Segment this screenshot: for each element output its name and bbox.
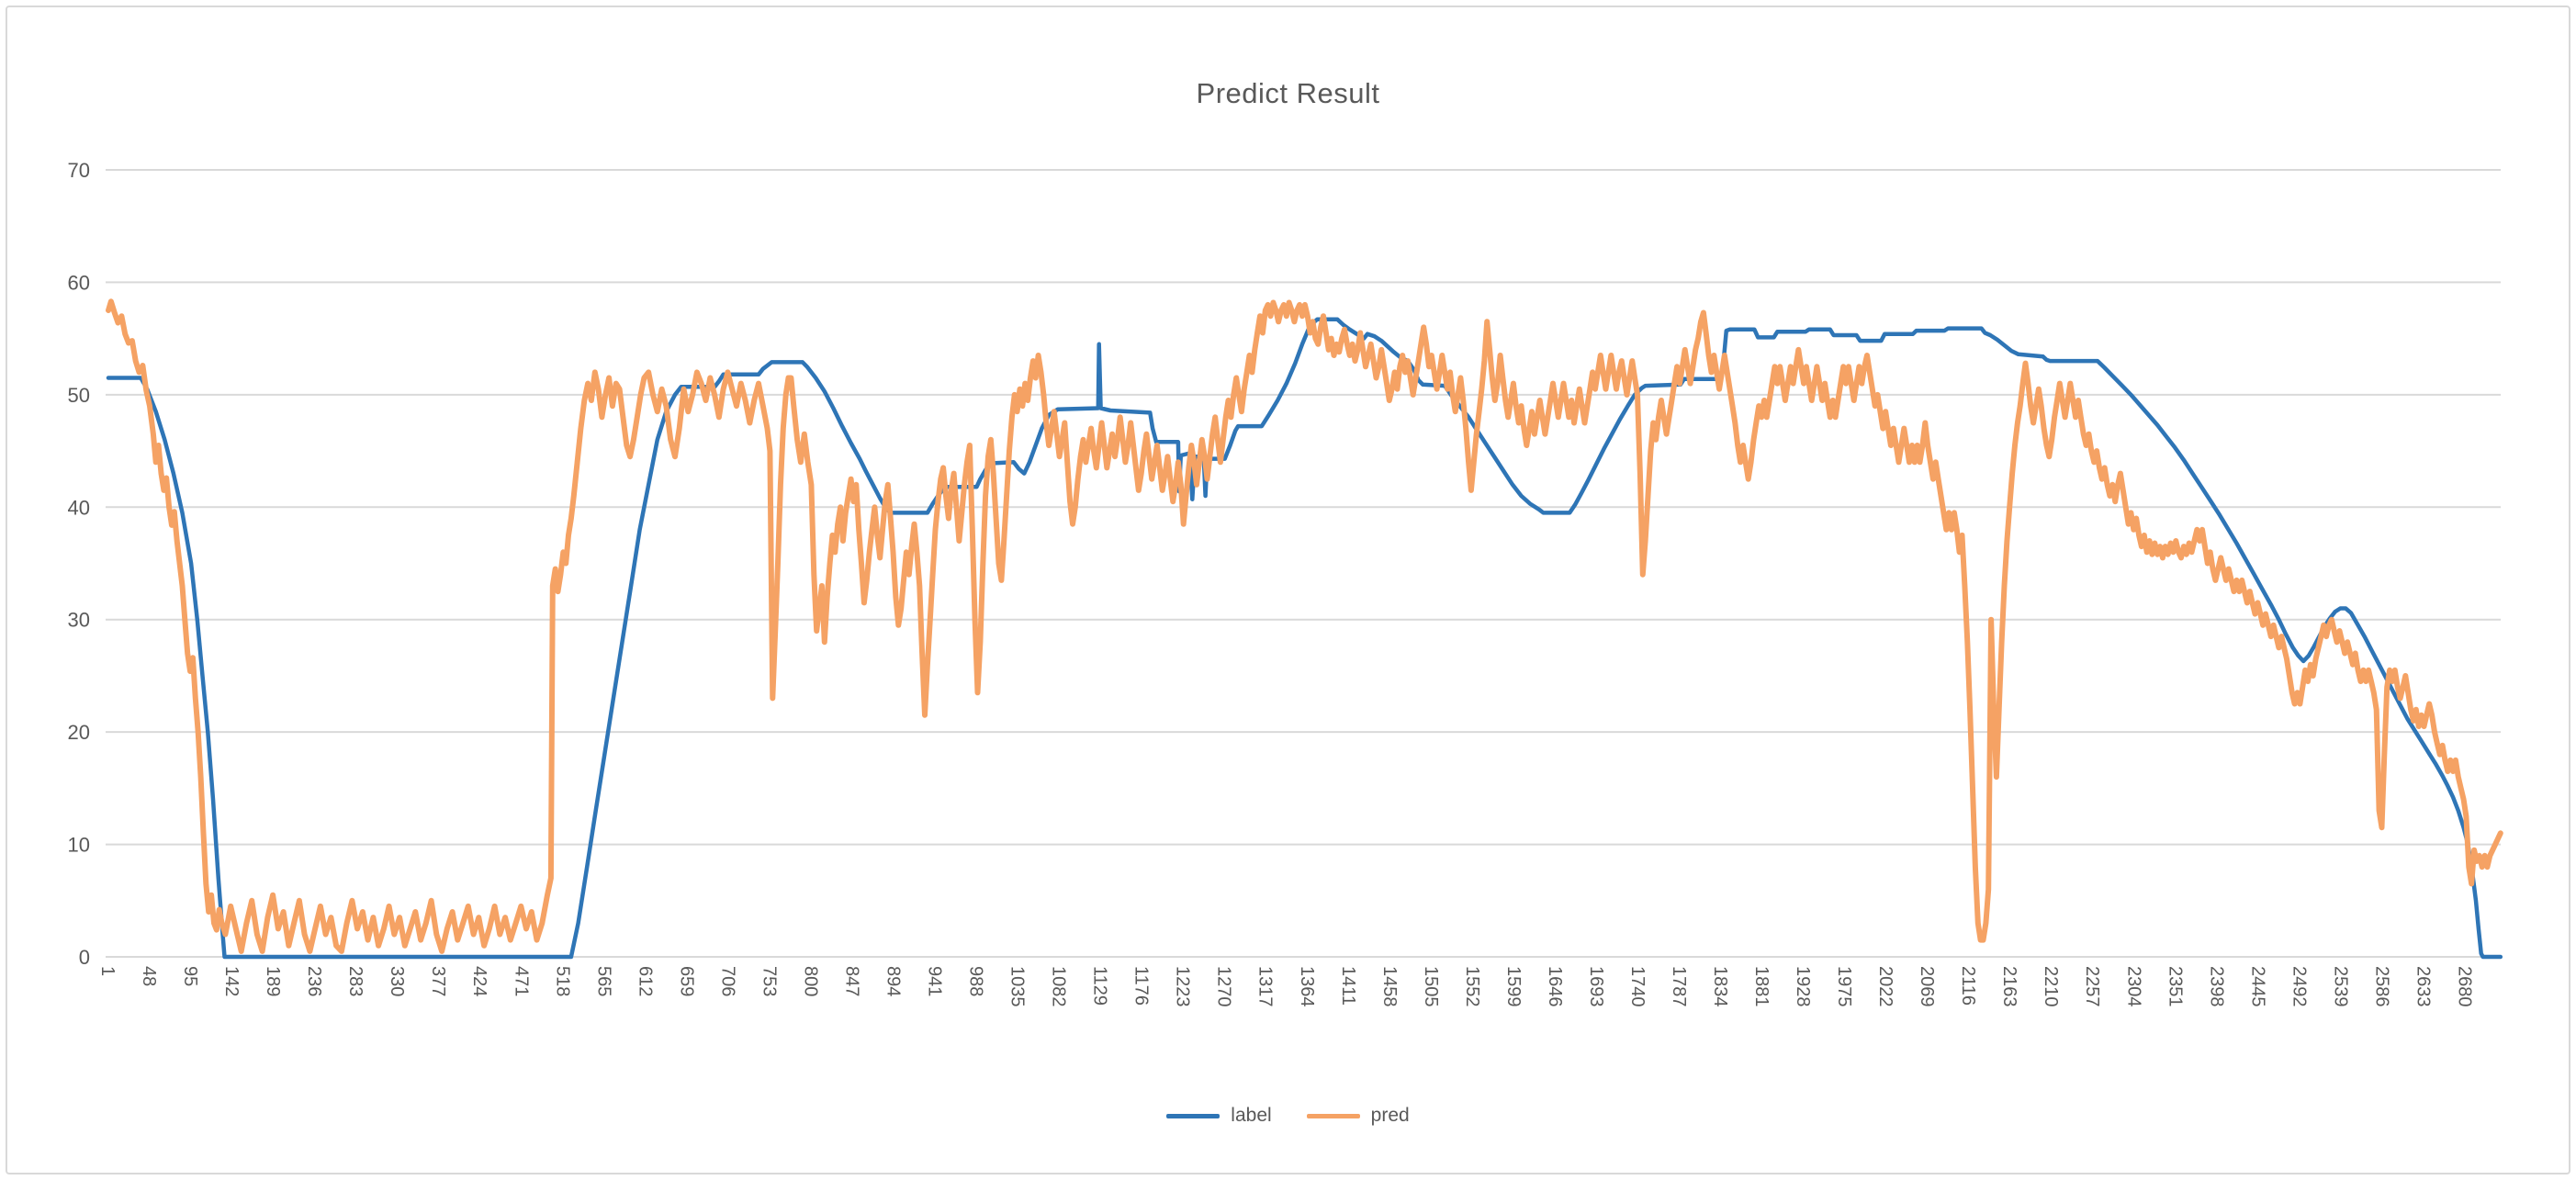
x-tick-label: 612: [635, 966, 655, 996]
x-tick-label: 377: [428, 966, 448, 996]
y-tick-label: 40: [68, 496, 90, 519]
x-tick-label: 2492: [2289, 966, 2309, 1007]
x-tick-label: 659: [676, 966, 696, 996]
x-tick-label: 1975: [1834, 966, 1854, 1007]
x-tick-label: 1834: [1710, 966, 1730, 1007]
x-tick-label: 2304: [2123, 966, 2143, 1007]
x-tick-label: 236: [304, 966, 324, 996]
x-tick-label: 847: [841, 966, 861, 996]
x-tick-label: 2586: [2371, 966, 2391, 1007]
x-tick-label: 1458: [1379, 966, 1400, 1007]
y-tick-label: 30: [68, 609, 90, 632]
x-tick-label: 2069: [1917, 966, 1937, 1007]
x-tick-label: 1035: [1007, 966, 1028, 1007]
x-tick-label: 95: [180, 966, 200, 986]
x-tick-label: 2445: [2247, 966, 2267, 1007]
x-tick-label: 1223: [1173, 966, 1193, 1007]
legend-item-pred[interactable]: pred: [1306, 1105, 1410, 1127]
y-tick-label: 70: [68, 159, 90, 182]
pred-series-line: [106, 298, 2503, 954]
x-tick-label: 1082: [1049, 966, 1069, 1007]
x-tick-label: 1552: [1462, 966, 1482, 1007]
x-tick-label: 1599: [1503, 966, 1524, 1007]
x-tick-label: 2351: [2165, 966, 2185, 1007]
x-tick-label: 1693: [1586, 966, 1606, 1007]
x-tick-label: 1740: [1627, 966, 1648, 1007]
x-tick-label: 800: [800, 966, 820, 996]
legend-pred-text: pred: [1370, 1105, 1410, 1126]
x-tick-label: 1364: [1297, 966, 1317, 1007]
x-tick-label: 1411: [1338, 966, 1358, 1006]
x-tick-label: 48: [139, 966, 159, 986]
x-tick-label: 2539: [2330, 966, 2350, 1007]
x-tick-label: 1646: [1545, 966, 1565, 1007]
chart-legend: label pred: [0, 1105, 2576, 1127]
x-tick-label: 2022: [1875, 966, 1895, 1007]
x-tick-label: 2257: [2082, 966, 2102, 1007]
x-tick-label: 1928: [1793, 966, 1813, 1007]
x-tick-label: 2163: [1999, 966, 2019, 1007]
x-tick-label: 518: [552, 966, 572, 996]
x-tick-label: 1505: [1421, 966, 1441, 1007]
x-tick-label: 142: [221, 966, 242, 996]
x-tick-label: 565: [593, 966, 613, 996]
legend-label-text: label: [1231, 1105, 1272, 1126]
y-tick-label: 0: [79, 946, 90, 969]
y-axis-labels: 0 10 20 30 40 50 60 70: [68, 159, 90, 969]
x-tick-label: 2210: [2041, 966, 2061, 1007]
x-tick-label: 753: [759, 966, 779, 996]
x-tick-label: 2116: [1958, 966, 1978, 1006]
x-tick-label: 1: [97, 966, 118, 976]
label-series-line: [106, 317, 2503, 960]
x-tick-label: 1129: [1090, 966, 1110, 1006]
y-tick-label: 60: [68, 271, 90, 294]
x-tick-label: 283: [345, 966, 366, 996]
x-tick-label: 330: [387, 966, 407, 996]
x-tick-label: 2633: [2413, 966, 2433, 1007]
y-tick-label: 50: [68, 384, 90, 407]
x-tick-label: 1270: [1214, 966, 1234, 1007]
x-tick-label: 894: [883, 966, 903, 996]
y-tick-label: 20: [68, 721, 90, 744]
x-tick-label: 189: [263, 966, 283, 996]
x-tick-label: 706: [717, 966, 737, 996]
y-tick-label: 10: [68, 834, 90, 857]
gridlines: [106, 169, 2501, 958]
chart-title: Predict Result: [1196, 77, 1380, 109]
x-axis-labels: 1 48 95 142 189 236 283 330 377 424 471 518 565 612 65…: [97, 966, 2474, 1007]
x-tick-label: 1881: [1751, 966, 1772, 1007]
x-tick-label: 1176: [1131, 966, 1152, 1006]
x-tick-label: 1317: [1255, 966, 1276, 1007]
x-tick-label: 424: [469, 966, 489, 996]
x-tick-label: 2398: [2206, 966, 2226, 1007]
chart-border: [6, 6, 2570, 1174]
x-tick-label: 941: [925, 966, 945, 996]
x-tick-label: 471: [511, 966, 531, 996]
legend-item-label[interactable]: label: [1166, 1105, 1272, 1127]
x-tick-label: 988: [966, 966, 986, 996]
x-tick-label: 2680: [2454, 966, 2474, 1007]
pred-series-swatch: [1306, 1113, 1360, 1118]
label-series-swatch: [1166, 1113, 1221, 1118]
x-tick-label: 1787: [1669, 966, 1689, 1007]
